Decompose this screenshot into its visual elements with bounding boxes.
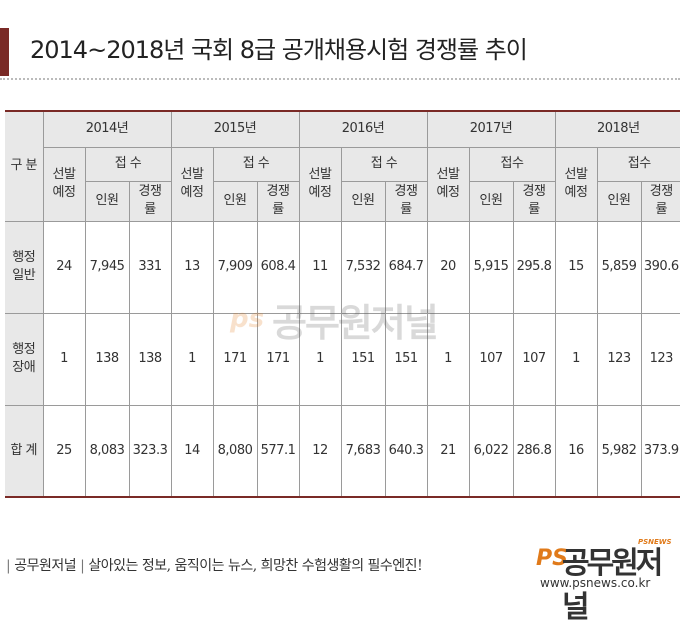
title-divider [0,78,680,80]
ratio-header: 경쟁 률 [384,180,428,222]
title-accent-bar [0,28,9,76]
table-row: 행정 일반 24 7,945 331 13 7,909 608.4 11 7,532 684.7 20… [5,220,680,314]
ratio-value: 577.1 [256,404,300,498]
competition-rate-table: 구 분 2014년 2015년 2016년 2017년 2018년 선발 예정 접 수 선발 예정 접… [5,110,680,498]
people-header: 인원 [340,180,386,222]
ratio-value: 640.3 [384,404,428,498]
selection-value: 15 [554,220,598,314]
selection-value: 14 [170,404,214,498]
people-value: 107 [468,312,514,406]
people-header: 인원 [84,180,130,222]
row-label: 합 계 [5,404,44,498]
applicants-header: 접 수 [212,146,300,182]
selection-value: 24 [42,220,86,314]
people-value: 8,080 [212,404,258,498]
selection-value: 21 [426,404,470,498]
people-value: 123 [596,312,642,406]
selection-value: 1 [426,312,470,406]
selection-value: 1 [554,312,598,406]
ratio-header: 경쟁 률 [512,180,556,222]
people-value: 6,022 [468,404,514,498]
selection-value: 11 [298,220,342,314]
ratio-value: 390.6 [640,220,680,314]
logo-url: www.psnews.co.kr [540,576,651,590]
ratio-value: 107 [512,312,556,406]
ratio-value: 323.3 [128,404,172,498]
people-value: 5,859 [596,220,642,314]
footer-separator: | [80,558,85,574]
ratio-header: 경쟁 률 [128,180,172,222]
ratio-value: 684.7 [384,220,428,314]
ratio-value: 331 [128,220,172,314]
year-header: 2018년 [554,110,680,148]
selection-header: 선발 예정 [298,146,342,222]
people-value: 171 [212,312,258,406]
ratio-value: 171 [256,312,300,406]
selection-header: 선발 예정 [42,146,86,222]
year-header: 2016년 [298,110,428,148]
psnews-logo: PS 공무원저널 PSNEWS www.psnews.co.kr [536,538,676,625]
footer-slogan-line: | 공무원저널 | 살아있는 정보, 움직이는 뉴스, 희망찬 수험생활의 필수엔진! [2,555,423,575]
people-header: 인원 [212,180,258,222]
ratio-value: 608.4 [256,220,300,314]
selection-header: 선발 예정 [426,146,470,222]
ratio-value: 138 [128,312,172,406]
selection-header: 선발 예정 [554,146,598,222]
table-row: 행정 장애 1 138 138 1 171 171 1 151 151 1 107 107 1 123 123 [5,312,680,406]
selection-value: 20 [426,220,470,314]
applicants-header: 접수 [596,146,680,182]
ratio-header: 경쟁 률 [640,180,680,222]
people-value: 7,683 [340,404,386,498]
people-value: 5,915 [468,220,514,314]
ratio-value: 286.8 [512,404,556,498]
people-value: 7,532 [340,220,386,314]
people-value: 151 [340,312,386,406]
ratio-value: 151 [384,312,428,406]
row-label: 행정 장애 [5,312,44,406]
people-value: 7,909 [212,220,258,314]
year-header: 2015년 [170,110,300,148]
ratio-value: 123 [640,312,680,406]
applicants-header: 접수 [468,146,556,182]
footer-brand: 공무원저널 [14,558,77,574]
row-label: 행정 일반 [5,220,44,314]
applicants-header: 접 수 [340,146,428,182]
ratio-value: 295.8 [512,220,556,314]
people-value: 8,083 [84,404,130,498]
applicants-header: 접 수 [84,146,172,182]
table-row: 합 계 25 8,083 323.3 14 8,080 577.1 12 7,683 640.3 2… [5,404,680,498]
selection-value: 13 [170,220,214,314]
people-header: 인원 [596,180,642,222]
year-header: 2014년 [42,110,172,148]
logo-ps-mark: PS [536,546,568,571]
year-header: 2017년 [426,110,556,148]
footer-slogan: 살아있는 정보, 움직이는 뉴스, 희망찬 수험생활의 필수엔진! [88,558,423,574]
selection-value: 25 [42,404,86,498]
selection-value: 1 [298,312,342,406]
ratio-value: 373.9 [640,404,680,498]
people-value: 138 [84,312,130,406]
people-header: 인원 [468,180,514,222]
footer-separator: | [6,558,11,574]
row-header-gubun: 구 분 [5,110,44,222]
page-title: 2014~2018년 국회 8급 공개채용시험 경쟁률 추이 [30,36,528,64]
selection-value: 1 [170,312,214,406]
people-value: 5,982 [596,404,642,498]
people-value: 7,945 [84,220,130,314]
selection-header: 선발 예정 [170,146,214,222]
selection-value: 12 [298,404,342,498]
ratio-header: 경쟁 률 [256,180,300,222]
selection-value: 16 [554,404,598,498]
logo-tag: PSNEWS [638,538,672,546]
selection-value: 1 [42,312,86,406]
